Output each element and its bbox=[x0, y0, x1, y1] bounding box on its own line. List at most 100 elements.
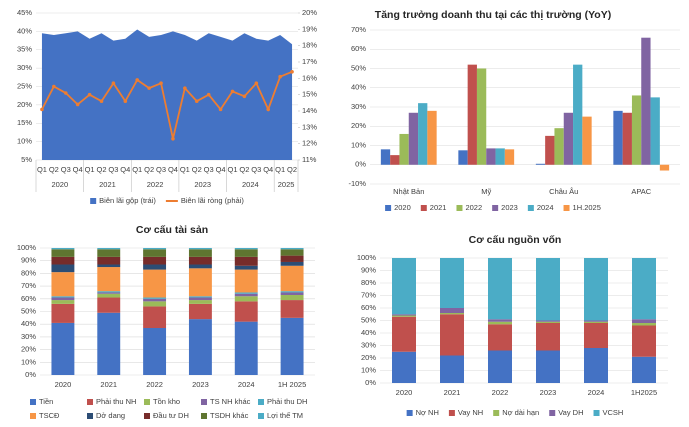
line-marker bbox=[111, 81, 116, 86]
legend-swatch bbox=[549, 410, 556, 416]
bar bbox=[613, 110, 623, 165]
y-tick-label: 20% bbox=[21, 345, 36, 354]
x-tick-label: Q1 bbox=[180, 165, 190, 174]
legend-label: Phải thu NH bbox=[96, 397, 136, 406]
x-tick-label: Châu Âu bbox=[549, 187, 578, 196]
y-tick-label: 10% bbox=[361, 365, 376, 374]
bar-segment bbox=[97, 248, 121, 250]
y-tick-label: 10% bbox=[17, 137, 32, 146]
x-tick-label: Mỹ bbox=[481, 187, 491, 196]
y-tick-label: 40% bbox=[17, 26, 32, 35]
bar-segment bbox=[143, 256, 167, 265]
y-tick-label: 25% bbox=[17, 81, 32, 90]
bar-segment bbox=[234, 265, 258, 270]
bar-segment bbox=[188, 300, 212, 304]
bar-segment bbox=[280, 300, 304, 318]
y-tick-label: 80% bbox=[361, 278, 376, 287]
bar-segment bbox=[97, 312, 121, 375]
bar bbox=[486, 148, 496, 165]
bar-segment bbox=[234, 321, 258, 375]
legend-swatch bbox=[30, 413, 36, 419]
y-tick-label: 40% bbox=[361, 328, 376, 337]
bar-segment bbox=[188, 303, 212, 320]
y-tick-label: 40% bbox=[21, 319, 36, 328]
bar-segment bbox=[584, 348, 608, 383]
line-marker bbox=[254, 81, 259, 86]
bar-segment bbox=[143, 269, 167, 298]
bar-segment bbox=[584, 258, 608, 321]
y-tick-label: 80% bbox=[21, 268, 36, 277]
y-tick-label: 14% bbox=[302, 106, 317, 115]
bar-segment bbox=[234, 248, 258, 250]
x-tick-label: 2020 bbox=[55, 380, 72, 389]
line-marker bbox=[230, 89, 235, 94]
y-tick-label: 50% bbox=[351, 63, 366, 72]
legend-label: Biên lãi gộp (trái) bbox=[99, 196, 156, 205]
line-marker bbox=[266, 107, 271, 112]
x-tick-label: Q1 bbox=[132, 165, 142, 174]
x-tick-label: Q2 bbox=[239, 165, 249, 174]
bar-segment bbox=[536, 320, 560, 322]
line-marker bbox=[147, 86, 151, 90]
y-tick-label: 90% bbox=[361, 265, 376, 274]
legend-label: 2022 bbox=[465, 203, 482, 212]
legend-label: 2020 bbox=[394, 203, 411, 212]
bar-segment bbox=[188, 256, 212, 265]
x-tick-label: Q4 bbox=[263, 165, 273, 174]
bar-segment bbox=[143, 298, 167, 302]
bar-segment bbox=[234, 249, 258, 257]
legend-label: 2021 bbox=[430, 203, 447, 212]
line-marker bbox=[75, 102, 80, 107]
bar-segment bbox=[632, 323, 656, 326]
bar bbox=[641, 37, 651, 165]
y-tick-label: 20% bbox=[302, 8, 317, 17]
legend-swatch bbox=[258, 413, 264, 419]
bar-segment bbox=[97, 249, 121, 257]
legend-label: 1H.2025 bbox=[573, 203, 601, 212]
line-marker bbox=[171, 136, 175, 141]
bar bbox=[408, 112, 419, 165]
legend-label: TSCĐ bbox=[39, 411, 60, 420]
x-tick-label: Q2 bbox=[287, 165, 297, 174]
bar-segment bbox=[440, 258, 464, 308]
y-tick-label: 20% bbox=[17, 100, 32, 109]
x-tick-label: APAC bbox=[631, 187, 651, 196]
y-tick-label: 70% bbox=[21, 281, 36, 290]
bar-segment bbox=[488, 319, 512, 322]
y-tick-label: 50% bbox=[21, 306, 36, 315]
y-tick-label: 0% bbox=[365, 378, 376, 387]
legend-label: Biên lãi ròng (phải) bbox=[181, 196, 244, 205]
y-tick-label: 0% bbox=[25, 370, 36, 379]
bar bbox=[504, 149, 515, 165]
x-tick-label: Q4 bbox=[168, 165, 178, 174]
line-marker bbox=[52, 84, 56, 89]
y-tick-label: 20% bbox=[351, 121, 366, 130]
x-tick-label: Q2 bbox=[192, 165, 202, 174]
x-tick-label: 2021 bbox=[444, 388, 461, 397]
legend-label: VCSH bbox=[603, 408, 624, 417]
legend-swatch bbox=[493, 410, 500, 416]
legend-swatch bbox=[258, 399, 264, 405]
bar-segment bbox=[188, 268, 212, 297]
bar-segment bbox=[392, 258, 416, 315]
y-tick-label: 30% bbox=[21, 332, 36, 341]
x-tick-label: 2022 bbox=[146, 380, 163, 389]
bar-segment bbox=[392, 315, 416, 317]
bar-segment bbox=[536, 350, 560, 383]
bar-segment bbox=[188, 297, 212, 301]
bar-segment bbox=[188, 264, 212, 269]
x-tick-label: Q2 bbox=[144, 165, 154, 174]
y-tick-label: 30% bbox=[351, 102, 366, 111]
x-tick-label: Q4 bbox=[73, 165, 83, 174]
line-marker bbox=[123, 99, 128, 103]
bar-segment bbox=[440, 314, 464, 356]
bar-segment bbox=[392, 314, 416, 316]
bar-segment bbox=[51, 249, 75, 257]
bar-segment bbox=[97, 267, 121, 292]
line-marker bbox=[183, 86, 187, 90]
bar-segment bbox=[234, 256, 258, 266]
legend-swatch bbox=[593, 410, 600, 416]
x-tick-label: Q3 bbox=[204, 165, 214, 174]
bar-segment bbox=[234, 292, 258, 294]
line-marker bbox=[135, 78, 140, 82]
